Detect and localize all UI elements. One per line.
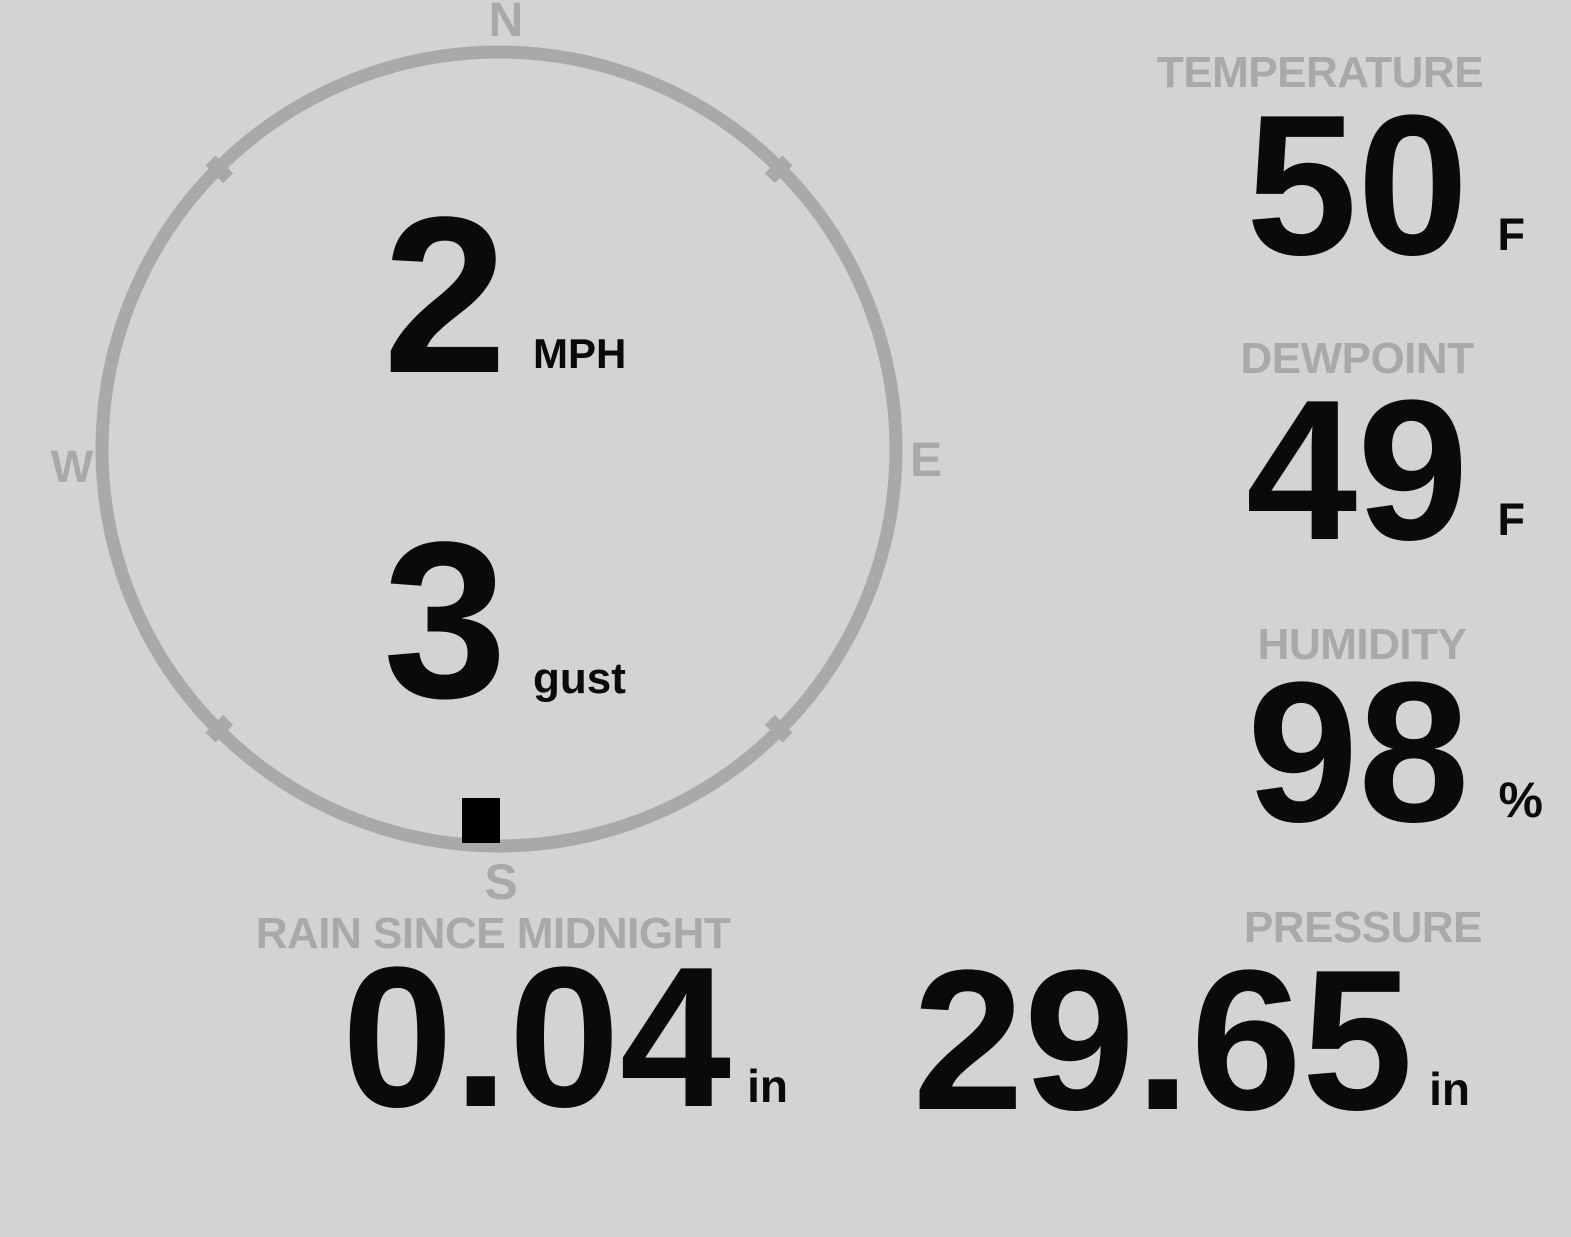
compass-label-north: N — [488, 0, 524, 47]
pressure-value-group: 29.65 in — [913, 941, 1470, 1141]
dewpoint-unit: F — [1497, 494, 1526, 545]
compass-tick-nw — [205, 155, 234, 184]
humidity-value-group: 98 % — [1247, 653, 1543, 853]
dewpoint-label: DEWPOINT — [1240, 334, 1474, 383]
compass-tick-ne — [764, 155, 793, 184]
wind-gust-unit: gust — [533, 654, 626, 703]
rain-unit: in — [747, 1060, 788, 1112]
compass-label-west: W — [50, 441, 94, 492]
temperature-unit: F — [1497, 209, 1526, 260]
compass-ring — [95, 45, 903, 853]
rain-label: RAIN SINCE MIDNIGHT — [255, 909, 731, 958]
humidity-label: HUMIDITY — [1257, 620, 1467, 669]
temperature-label: TEMPERATURE — [1156, 48, 1484, 97]
wind-direction-marker — [462, 798, 500, 843]
wind-gust-value: 3 — [383, 496, 508, 745]
compass-label-east: E — [909, 434, 943, 487]
temperature-value-group: 50 F — [1246, 86, 1525, 286]
dewpoint-value-group: 49 F — [1246, 371, 1525, 571]
wind-speed-value: 2 — [383, 171, 508, 420]
humidity-value: 98 — [1247, 641, 1470, 864]
compass-tick-sw — [205, 714, 234, 743]
pressure-label: PRESSURE — [1243, 903, 1483, 952]
compass-label-south: S — [484, 854, 518, 910]
humidity-unit: % — [1498, 772, 1543, 828]
compass-tick-se — [764, 714, 793, 743]
wind-gust-group: 3 gust — [383, 509, 626, 732]
compass-ring-svg — [95, 45, 903, 853]
dewpoint-value: 49 — [1246, 359, 1469, 582]
rain-value: 0.04 — [341, 926, 732, 1149]
pressure-unit: in — [1429, 1063, 1470, 1115]
wind-speed-group: 2 MPH — [383, 184, 626, 407]
rain-value-group: 0.04 in — [342, 938, 788, 1138]
pressure-value: 29.65 — [912, 929, 1414, 1152]
wind-speed-unit: MPH — [533, 330, 627, 377]
temperature-value: 50 — [1246, 74, 1469, 297]
